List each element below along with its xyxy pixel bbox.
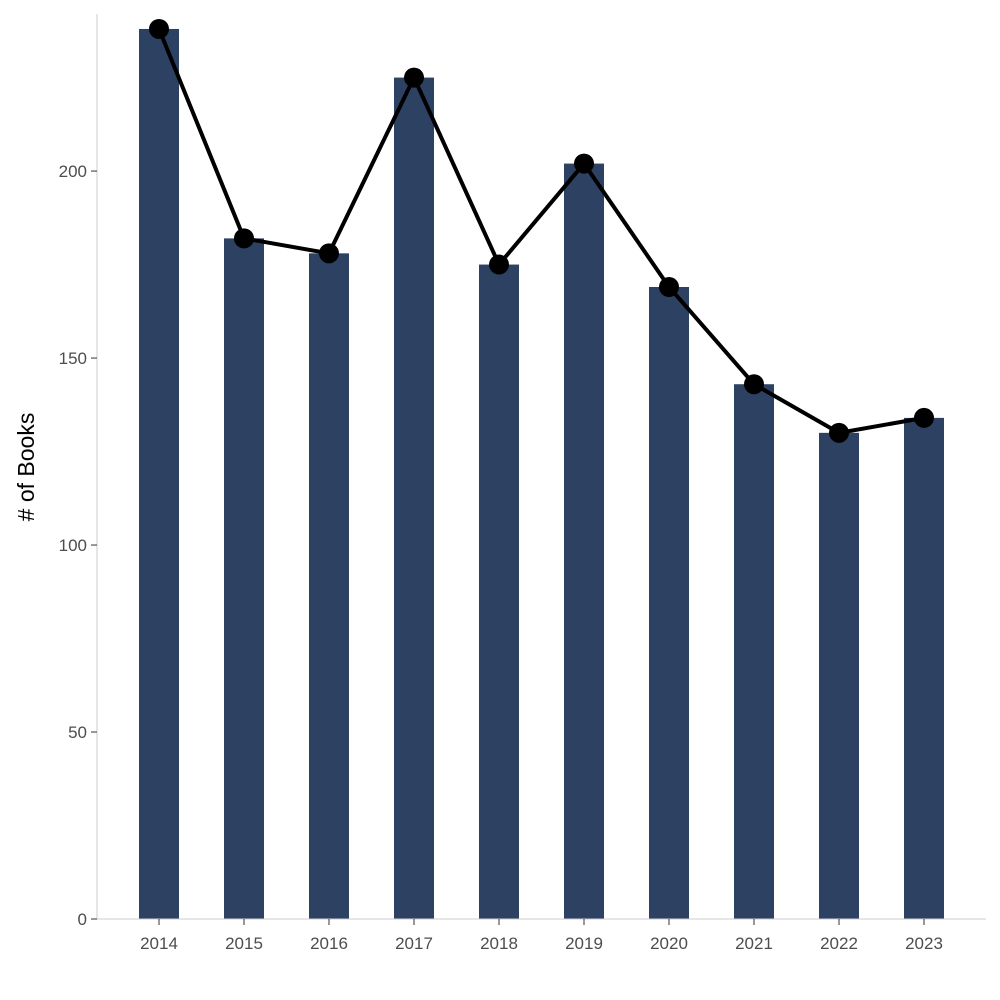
y-axis-title: # of Books: [13, 413, 39, 522]
y-tick-label-0: 0: [78, 910, 87, 929]
x-tick-label-2023: 2023: [905, 934, 943, 953]
axes: [96, 14, 986, 920]
point-2023: [914, 407, 934, 428]
point-2019: [574, 153, 594, 174]
bar-2020: [649, 286, 689, 920]
y-ticks: 0 50 100 150 200: [59, 162, 97, 929]
x-tick-label-2021: 2021: [735, 934, 773, 953]
x-tick-label-2018: 2018: [480, 934, 518, 953]
point-2018: [489, 254, 509, 275]
point-2015: [234, 228, 254, 249]
line-layer: [149, 18, 934, 443]
bar-2017: [394, 77, 434, 919]
x-tick-label-2014: 2014: [140, 934, 178, 953]
y-tick-label-150: 150: [59, 349, 87, 368]
point-2017: [404, 67, 424, 88]
x-tick-label-2015: 2015: [225, 934, 263, 953]
y-tick-label-50: 50: [68, 723, 87, 742]
x-ticks: 2014 2015 2016 2017 2018 2019 2020 2021 2022 2023: [140, 919, 943, 953]
x-tick-label-2019: 2019: [565, 934, 603, 953]
bar-2018: [479, 264, 519, 919]
point-2022: [829, 422, 849, 443]
y-tick-label-200: 200: [59, 162, 87, 181]
point-2021: [744, 374, 764, 395]
x-tick-label-2020: 2020: [650, 934, 688, 953]
point-2016: [319, 243, 339, 264]
bar-2023: [904, 417, 944, 919]
point-2014: [149, 18, 169, 39]
bar-2019: [564, 163, 604, 919]
bar-2015: [224, 238, 264, 919]
bar-2021: [734, 384, 774, 919]
bar-2016: [309, 253, 349, 919]
point-2020: [659, 276, 679, 297]
y-tick-label-100: 100: [59, 536, 87, 555]
trend-line: [157, 26, 926, 435]
bar-2022: [819, 432, 859, 919]
x-tick-label-2017: 2017: [395, 934, 433, 953]
bar-2014: [139, 28, 179, 919]
x-tick-label-2022: 2022: [820, 934, 858, 953]
bar-group: [139, 28, 944, 920]
x-tick-label-2016: 2016: [310, 934, 348, 953]
